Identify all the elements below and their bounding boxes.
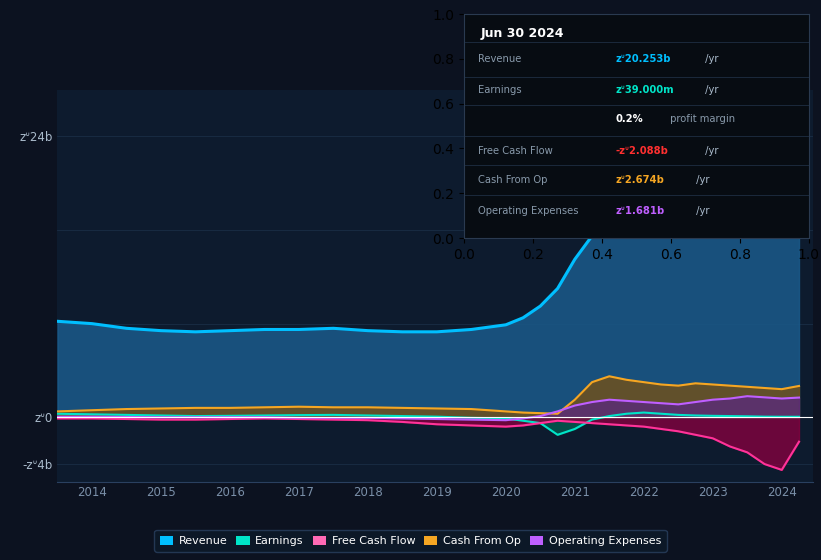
Legend: Revenue, Earnings, Free Cash Flow, Cash From Op, Operating Expenses: Revenue, Earnings, Free Cash Flow, Cash … bbox=[154, 530, 667, 552]
Text: Cash From Op: Cash From Op bbox=[478, 175, 547, 185]
Text: zᐡ2.674b: zᐡ2.674b bbox=[616, 175, 664, 185]
Text: 0.2%: 0.2% bbox=[616, 114, 644, 124]
Text: zᐡ20.253b: zᐡ20.253b bbox=[616, 54, 671, 64]
Text: profit margin: profit margin bbox=[667, 114, 736, 124]
Text: /yr: /yr bbox=[703, 146, 719, 156]
Text: Earnings: Earnings bbox=[478, 85, 521, 95]
Text: Free Cash Flow: Free Cash Flow bbox=[478, 146, 553, 156]
Text: -zᐡ2.088b: -zᐡ2.088b bbox=[616, 146, 668, 156]
Text: /yr: /yr bbox=[703, 54, 719, 64]
Text: /yr: /yr bbox=[693, 206, 709, 216]
Text: /yr: /yr bbox=[693, 175, 709, 185]
Text: zᐡ39.000m: zᐡ39.000m bbox=[616, 85, 674, 95]
Text: zᐡ1.681b: zᐡ1.681b bbox=[616, 206, 665, 216]
Text: Jun 30 2024: Jun 30 2024 bbox=[481, 27, 565, 40]
Text: Operating Expenses: Operating Expenses bbox=[478, 206, 578, 216]
Text: Revenue: Revenue bbox=[478, 54, 521, 64]
Text: /yr: /yr bbox=[703, 85, 719, 95]
